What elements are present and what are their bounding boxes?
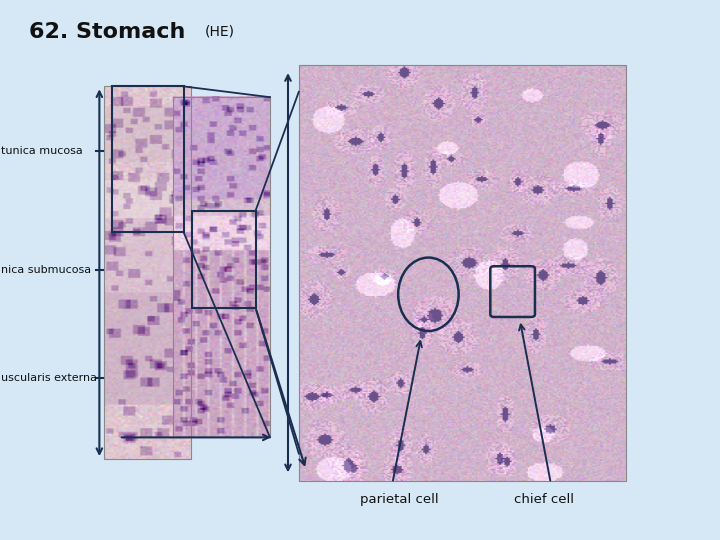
Text: (HE): (HE) bbox=[205, 24, 235, 38]
Bar bbox=[112, 86, 184, 232]
Bar bbox=[299, 65, 626, 481]
Text: 62. Stomach: 62. Stomach bbox=[29, 22, 185, 42]
Text: parietal cell: parietal cell bbox=[360, 493, 439, 506]
Bar bbox=[192, 211, 256, 308]
Text: uscularis externa: uscularis externa bbox=[1, 373, 97, 383]
Text: chief cell: chief cell bbox=[513, 493, 574, 506]
Text: nica submucosa: nica submucosa bbox=[1, 265, 91, 275]
Text: tunica mucosa: tunica mucosa bbox=[1, 146, 84, 156]
Bar bbox=[173, 97, 270, 437]
Bar bbox=[104, 86, 191, 459]
